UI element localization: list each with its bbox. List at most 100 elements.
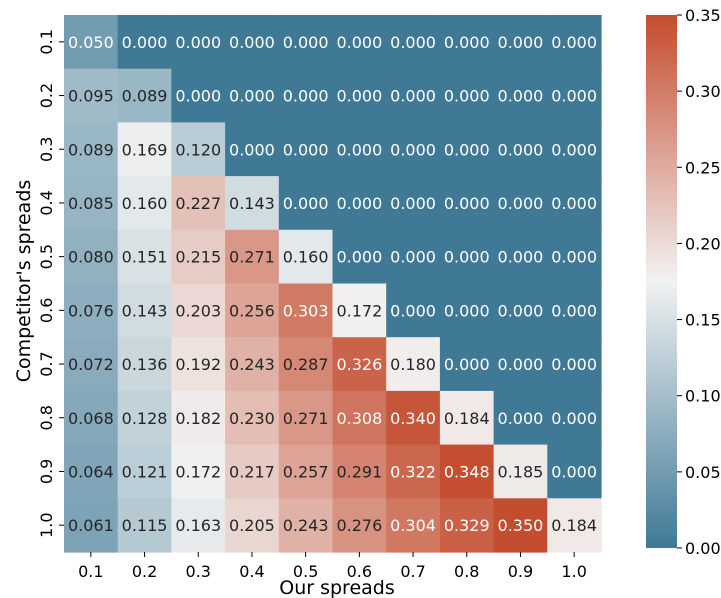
heatmap-cell-value: 0.000: [283, 87, 329, 106]
heatmap-cell-value: 0.000: [390, 33, 436, 52]
heatmap-cell-value: 0.182: [175, 409, 221, 428]
heatmap-cell-value: 0.000: [336, 87, 382, 106]
heatmap-cell-value: 0.243: [283, 516, 329, 535]
heatmap-cell: [64, 498, 119, 553]
heatmap-cell: [547, 498, 602, 553]
heatmap-cell-value: 0.271: [283, 409, 329, 428]
heatmap-cell: [547, 283, 602, 338]
heatmap-cell-value: 0.068: [68, 409, 114, 428]
colorbar-ticks: 0.00 0.05 0.10 0.15 0.20 0.25 0.30 0.35: [677, 6, 721, 558]
heatmap-cell-value: 0.000: [551, 87, 597, 106]
heatmap-cell-value: 0.000: [229, 87, 275, 106]
heatmap-cell: [171, 15, 226, 70]
heatmap-cell-value: 0.000: [283, 33, 329, 52]
heatmap-cell-value: 0.143: [229, 194, 275, 213]
heatmap-cell-value: 0.000: [498, 87, 544, 106]
heatmap-cell-value: 0.064: [68, 462, 114, 481]
x-tick-label: 0.9: [508, 562, 533, 581]
heatmap-cell: [171, 122, 226, 177]
heatmap-cell: [171, 229, 226, 285]
heatmap-cell-value: 0.000: [551, 462, 597, 481]
heatmap-cell: [547, 229, 602, 285]
heatmap-cell: [386, 337, 441, 392]
y-tick-label: 0.1: [37, 29, 56, 54]
heatmap-cell-value: 0.089: [122, 87, 168, 106]
heatmap-cell: [439, 283, 495, 338]
heatmap-cell: [439, 122, 495, 177]
y-axis-label: Competitor's spreads: [13, 180, 35, 383]
heatmap-cell: [171, 283, 226, 338]
y-tick-label: 0.9: [37, 459, 56, 484]
heatmap-cell-value: 0.000: [551, 33, 597, 52]
heatmap-cell-value: 0.000: [498, 194, 544, 213]
heatmap-cell-value: 0.000: [390, 194, 436, 213]
heatmap-cell: [547, 337, 602, 392]
heatmap-cell-value: 0.217: [229, 462, 275, 481]
heatmap-cell-value: 0.085: [68, 194, 114, 213]
heatmap-cell: [64, 444, 119, 499]
heatmap-cell-value: 0.185: [498, 462, 544, 481]
heatmap-cell-value: 0.143: [122, 301, 168, 320]
heatmap-cell-value: 0.000: [498, 409, 544, 428]
heatmap-cell: [278, 176, 334, 231]
colorbar-tick-label: 0.00: [685, 539, 721, 558]
heatmap-cell: [117, 15, 172, 70]
colorbar-tick-label: 0.35: [685, 6, 721, 25]
heatmap-cell: [278, 390, 334, 446]
heatmap-cell: [117, 390, 172, 446]
heatmap-cell: [547, 390, 602, 446]
heatmap-cell-value: 0.350: [498, 516, 544, 535]
heatmap-cell: [225, 176, 280, 231]
heatmap-cell: [117, 498, 172, 553]
heatmap-cell: [171, 176, 226, 231]
heatmap-cell: [225, 229, 280, 285]
heatmap-cell: [547, 15, 602, 70]
heatmap-cell: [332, 15, 387, 70]
heatmap-cell: [278, 498, 334, 553]
heatmap-cell: [225, 444, 280, 499]
heatmap-cell-labels: 0.050 0.000 0.000 0.000 0.000 0.000 0.000 0.000…: [68, 33, 597, 535]
heatmap-cell-value: 0.000: [390, 301, 436, 320]
heatmap-cell: [493, 176, 548, 231]
x-tick-label: 0.3: [186, 562, 211, 581]
heatmap-cell: [64, 390, 119, 446]
heatmap-cell: [225, 15, 280, 70]
heatmap-cell: [439, 337, 495, 392]
heatmap-cell: [278, 444, 334, 499]
heatmap-cell: [493, 15, 548, 70]
heatmap-cell: [386, 15, 441, 70]
heatmap-cell-value: 0.000: [444, 301, 490, 320]
heatmap-cell-value: 0.000: [498, 301, 544, 320]
heatmap-cell: [332, 444, 387, 499]
x-tick-label: 0.1: [78, 562, 103, 581]
heatmap-cell-value: 0.184: [551, 516, 597, 535]
heatmap-cell-value: 0.000: [444, 194, 490, 213]
heatmap-cell: [117, 229, 172, 285]
colorbar-tick-label: 0.05: [685, 463, 721, 482]
heatmap-cell: [386, 68, 441, 123]
heatmap-cell-value: 0.151: [122, 248, 168, 267]
heatmap-cell: [439, 68, 495, 123]
heatmap-cell: [332, 122, 387, 177]
heatmap-cell-value: 0.000: [283, 194, 329, 213]
heatmap-cell-value: 0.050: [68, 33, 114, 52]
x-tick-label: 1.0: [561, 562, 586, 581]
heatmap-cell-value: 0.000: [283, 140, 329, 159]
heatmap-cell: [547, 176, 602, 231]
heatmap-cell: [171, 337, 226, 392]
heatmap-cell-value: 0.172: [175, 462, 221, 481]
heatmap-cell-value: 0.000: [175, 33, 221, 52]
heatmap-cell: [386, 498, 441, 553]
heatmap-cell-value: 0.000: [229, 33, 275, 52]
heatmap-cell-value: 0.000: [551, 140, 597, 159]
heatmap-cell: [439, 390, 495, 446]
heatmap-cell-value: 0.000: [551, 301, 597, 320]
heatmap-cell: [493, 68, 548, 123]
heatmap-cell-value: 0.329: [444, 516, 490, 535]
x-tick-label: 0.7: [400, 562, 425, 581]
heatmap-cell-value: 0.000: [229, 140, 275, 159]
colorbar-tick-label: 0.25: [685, 158, 721, 177]
heatmap-cell-value: 0.000: [444, 355, 490, 374]
heatmap-cell-value: 0.000: [336, 194, 382, 213]
